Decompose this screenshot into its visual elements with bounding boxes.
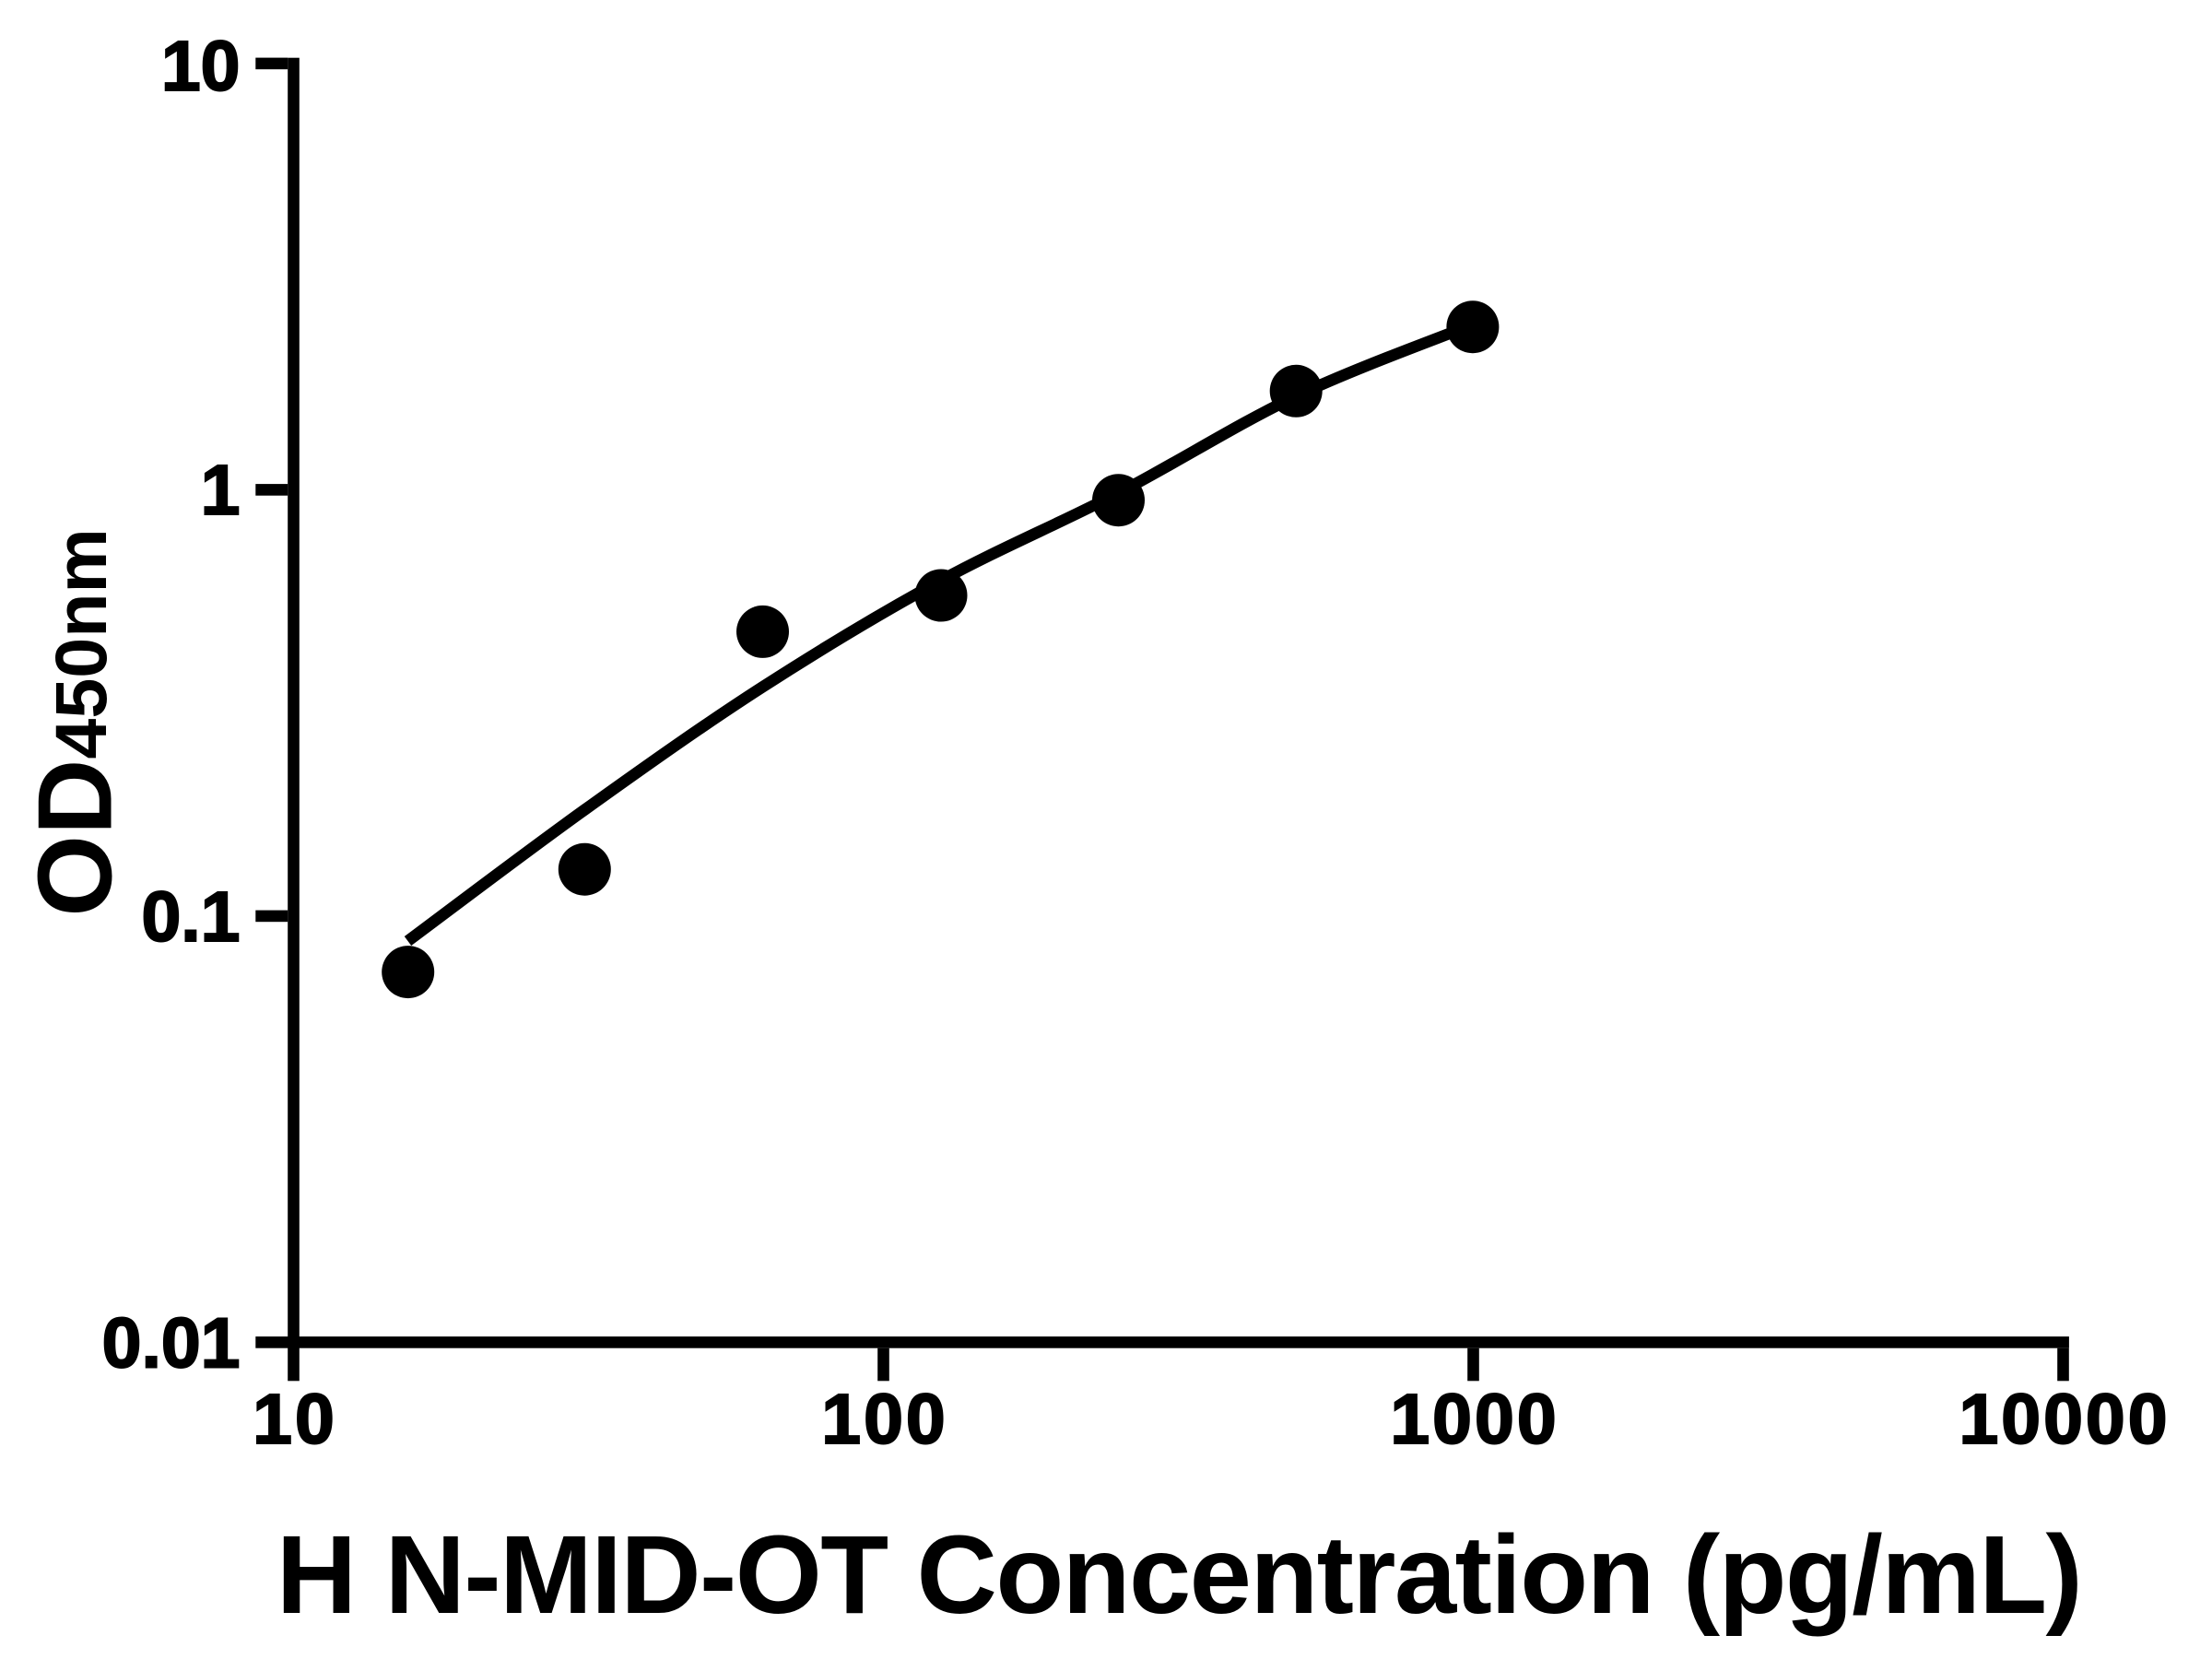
svg-text:10: 10 xyxy=(161,27,241,106)
svg-text:10: 10 xyxy=(253,1380,337,1459)
svg-text:10000: 10000 xyxy=(1959,1380,2170,1459)
svg-text:100: 100 xyxy=(821,1380,947,1459)
svg-text:1000: 1000 xyxy=(1390,1380,1559,1459)
svg-text:0.01: 0.01 xyxy=(102,1303,241,1382)
svg-text:0.1: 0.1 xyxy=(141,877,240,957)
svg-text:H N-MID-OT Concentration (pg/m: H N-MID-OT Concentration (pg/mL) xyxy=(276,1512,2081,1637)
svg-text:1: 1 xyxy=(201,451,241,530)
